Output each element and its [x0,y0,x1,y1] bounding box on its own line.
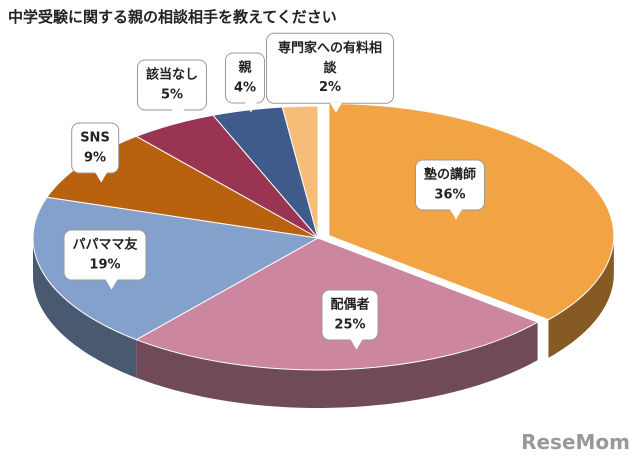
value-label: 9% [83,150,107,165]
slice-side [136,322,538,408]
value-label: 4% [233,80,257,95]
data-label: パパママ友 19% [63,229,147,290]
category-label: 親 [238,60,252,76]
slice-side [33,238,137,378]
value-label: 19% [89,257,121,272]
category-label: 配偶者 [330,297,370,313]
data-label: 配偶者 25% [321,289,379,350]
value-label: 25% [334,317,366,332]
category-label: パパママ友 [72,237,138,253]
slice-side [548,235,614,358]
value-label: 36% [434,187,466,202]
category-label: 専門家への有料相談 [277,40,382,76]
slice [328,103,615,321]
category-label: 該当なし [145,67,199,83]
data-label: SNS 9% [71,122,119,183]
category-label: 塾の講師 [423,167,477,183]
value-label: 5% [160,87,184,102]
chart-title: 中学受験に関する親の相談相手を教えてください [8,8,337,26]
value-label: 2% [318,79,342,95]
slice [281,105,319,239]
data-label: 専門家への有料相談 2% [266,32,394,112]
category-label: SNS [80,130,110,146]
watermark: ReseMom [521,430,630,454]
data-label: 塾の講師 36% [414,159,486,220]
data-label: 親 4% [224,52,266,113]
data-label: 該当なし 5% [136,59,208,120]
